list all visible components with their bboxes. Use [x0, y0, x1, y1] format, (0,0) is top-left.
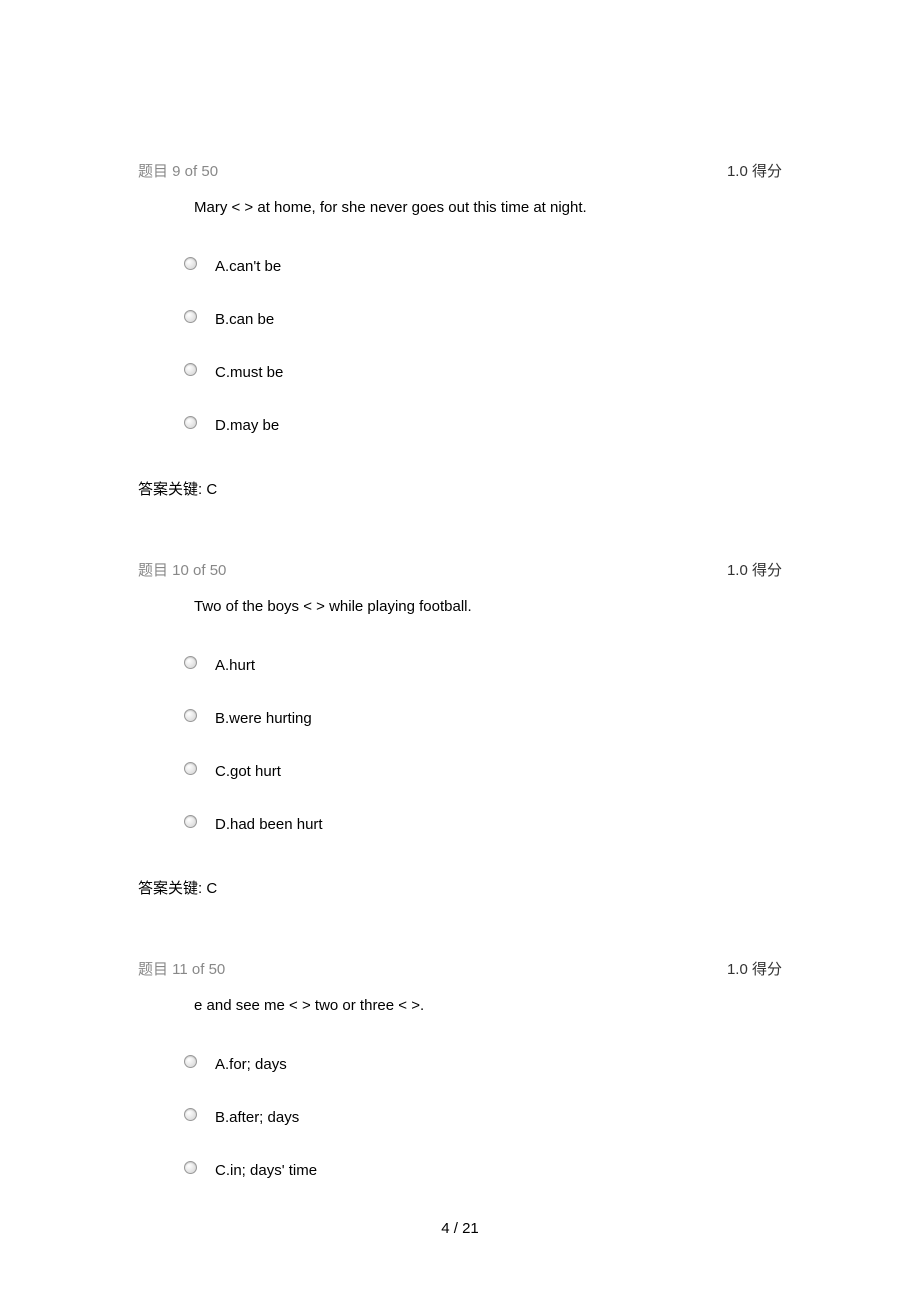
options-list: A.can't be B.can be C.must be D.may be [184, 252, 782, 434]
option-label: B.were hurting [215, 704, 312, 727]
radio-icon[interactable] [184, 310, 197, 323]
radio-icon[interactable] [184, 1161, 197, 1174]
radio-icon[interactable] [184, 815, 197, 828]
option-row[interactable]: D.may be [184, 411, 782, 434]
question-block: 题目 11 of 50 1.0 得分 e and see me < > two … [138, 958, 782, 1179]
option-label: C.in; days' time [215, 1156, 317, 1179]
question-text: e and see me < > two or three < >. [194, 997, 782, 1014]
radio-icon[interactable] [184, 656, 197, 669]
option-label: B.can be [215, 305, 274, 328]
option-label: A.hurt [215, 651, 255, 674]
radio-icon[interactable] [184, 1108, 197, 1121]
option-row[interactable]: A.for; days [184, 1050, 782, 1073]
radio-icon[interactable] [184, 1055, 197, 1068]
option-row[interactable]: C.got hurt [184, 757, 782, 780]
question-score: 1.0 得分 [727, 559, 782, 580]
option-label: D.may be [215, 411, 279, 434]
question-header: 题目 10 of 50 1.0 得分 [138, 559, 782, 580]
option-label: C.got hurt [215, 757, 281, 780]
radio-icon[interactable] [184, 762, 197, 775]
option-row[interactable]: D.had been hurt [184, 810, 782, 833]
radio-icon[interactable] [184, 709, 197, 722]
option-label: B.after; days [215, 1103, 299, 1126]
answer-key: 答案关键: C [138, 478, 782, 499]
option-row[interactable]: B.after; days [184, 1103, 782, 1126]
question-text: Two of the boys < > while playing footba… [194, 598, 782, 615]
question-number: 题目 10 of 50 [138, 559, 226, 580]
option-row[interactable]: B.were hurting [184, 704, 782, 727]
question-score: 1.0 得分 [727, 160, 782, 181]
page-content: 题目 9 of 50 1.0 得分 Mary < > at home, for … [0, 0, 920, 1179]
question-number: 题目 9 of 50 [138, 160, 218, 181]
question-block: 题目 10 of 50 1.0 得分 Two of the boys < > w… [138, 559, 782, 898]
option-row[interactable]: C.must be [184, 358, 782, 381]
question-text: Mary < > at home, for she never goes out… [194, 199, 782, 216]
answer-key: 答案关键: C [138, 877, 782, 898]
option-row[interactable]: C.in; days' time [184, 1156, 782, 1179]
option-label: D.had been hurt [215, 810, 323, 833]
radio-icon[interactable] [184, 416, 197, 429]
question-header: 题目 11 of 50 1.0 得分 [138, 958, 782, 979]
radio-icon[interactable] [184, 363, 197, 376]
option-label: C.must be [215, 358, 283, 381]
option-label: A.for; days [215, 1050, 287, 1073]
question-header: 题目 9 of 50 1.0 得分 [138, 160, 782, 181]
option-row[interactable]: B.can be [184, 305, 782, 328]
option-row[interactable]: A.can't be [184, 252, 782, 275]
page-footer: 4 / 21 [0, 1220, 920, 1237]
radio-icon[interactable] [184, 257, 197, 270]
option-row[interactable]: A.hurt [184, 651, 782, 674]
question-score: 1.0 得分 [727, 958, 782, 979]
question-number: 题目 11 of 50 [138, 958, 225, 979]
options-list: A.hurt B.were hurting C.got hurt D.had b… [184, 651, 782, 833]
question-block: 题目 9 of 50 1.0 得分 Mary < > at home, for … [138, 160, 782, 499]
option-label: A.can't be [215, 252, 281, 275]
options-list: A.for; days B.after; days C.in; days' ti… [184, 1050, 782, 1179]
